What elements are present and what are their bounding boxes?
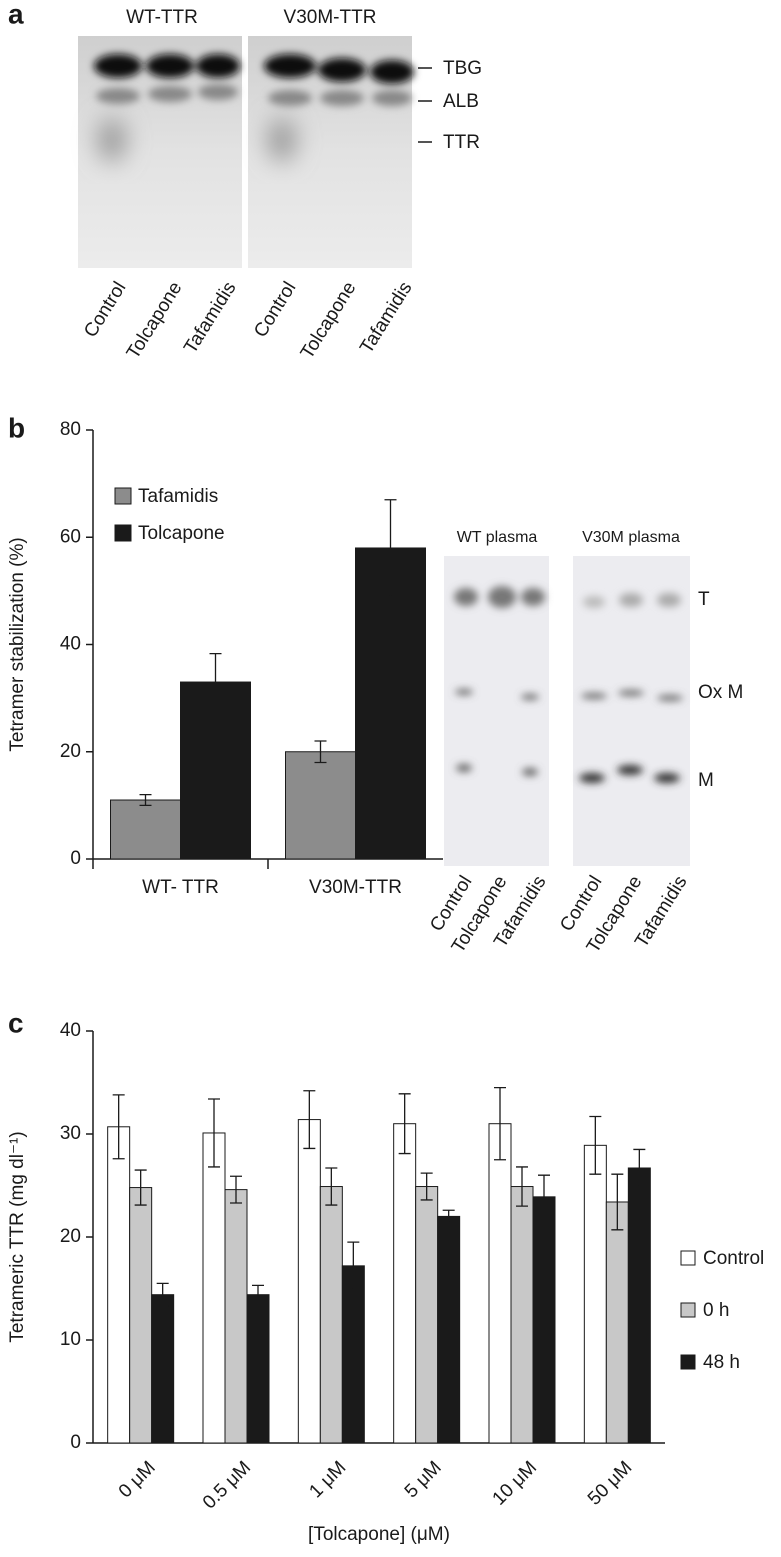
legend-label: Control (703, 1248, 764, 1269)
x-tick-label: 0.5 μM (199, 1457, 255, 1513)
error-bar (633, 1148, 646, 1188)
bar (224, 1189, 248, 1444)
legend-label: 0 h (703, 1300, 729, 1321)
x-tick-label: V30M-TTR (309, 877, 402, 898)
bar (180, 681, 251, 860)
bar (202, 1132, 226, 1444)
error-bar (112, 1094, 125, 1160)
bar (532, 1196, 556, 1444)
error-bar (209, 652, 222, 712)
x-tick-label: 1 μM (305, 1457, 350, 1502)
error-bar (589, 1115, 602, 1175)
error-bar (398, 1093, 411, 1155)
legend-swatch (680, 1250, 696, 1266)
error-bar (442, 1209, 455, 1224)
error-bar (420, 1172, 433, 1201)
bar (246, 1294, 270, 1444)
y-tick-label: 10 (60, 1329, 81, 1350)
error-bar (384, 499, 397, 597)
bar (355, 547, 426, 860)
gel-b (444, 556, 690, 866)
error-bar (347, 1241, 360, 1291)
gel-header: WT plasma (457, 529, 538, 546)
legend-swatch (114, 487, 132, 505)
lane-label: Control (250, 278, 300, 341)
y-axis-label: Tetrameric TTR (mg dl⁻¹) (7, 1131, 28, 1342)
panel-letter: c (8, 1007, 24, 1038)
error-bar (156, 1282, 169, 1307)
y-tick-label: 0 (70, 1432, 81, 1453)
bar (297, 1119, 321, 1444)
error-bar (139, 794, 152, 807)
y-tick-label: 30 (60, 1123, 81, 1144)
error-bar (303, 1090, 316, 1150)
bar (341, 1265, 365, 1444)
legend-swatch (680, 1302, 696, 1318)
bar (437, 1215, 461, 1444)
lane-label: Tafamidis (180, 278, 240, 357)
error-bar (252, 1284, 264, 1305)
lane-label: Tolcapone (297, 278, 361, 363)
lane-label: Control (80, 278, 130, 341)
gel-header: WT-TTR (126, 7, 198, 28)
error-bar (314, 740, 327, 764)
x-tick-label: 5 μM (401, 1457, 446, 1502)
bar (107, 1126, 131, 1444)
bar (627, 1167, 651, 1444)
y-tick-label: 20 (60, 1226, 81, 1247)
error-bar (516, 1166, 528, 1207)
legend-label: 48 h (703, 1352, 740, 1373)
bar (510, 1186, 534, 1444)
bar (488, 1123, 512, 1444)
panel-letter: a (8, 0, 24, 29)
x-tick-label: 50 μM (584, 1457, 636, 1509)
band-label: ALB (443, 91, 479, 112)
band-label: TBG (443, 58, 482, 79)
bar (583, 1144, 607, 1444)
bar (319, 1186, 343, 1444)
error-bar (611, 1173, 624, 1231)
error-bar (494, 1087, 506, 1161)
lane-label: Tafamidis (356, 278, 416, 357)
bar (605, 1201, 629, 1444)
y-axis-label: Tetramer stabilization (%) (7, 537, 28, 751)
band-label: T (698, 589, 710, 610)
bar (129, 1187, 153, 1444)
band-label: TTR (443, 132, 480, 153)
y-tick-label: 60 (60, 526, 81, 547)
legend-swatch (114, 524, 132, 542)
panel-letter: b (8, 412, 25, 443)
lane-label: Tolcapone (123, 278, 187, 363)
gel-header: V30M-TTR (284, 7, 377, 28)
error-bar (230, 1175, 242, 1204)
band-label: M (698, 770, 714, 791)
error-bar (325, 1167, 338, 1206)
band-label: Ox M (698, 682, 743, 703)
gel-header: V30M plasma (582, 529, 680, 546)
x-tick-label: 10 μM (489, 1457, 541, 1509)
y-tick-label: 40 (60, 1020, 81, 1041)
bar (151, 1294, 175, 1444)
error-bar (208, 1098, 220, 1168)
gel-a (78, 36, 432, 268)
y-tick-label: 40 (60, 634, 81, 655)
x-tick-label: WT- TTR (142, 877, 219, 898)
y-tick-label: 20 (60, 741, 81, 762)
error-bar (538, 1174, 550, 1220)
legend-label: Tafamidis (138, 486, 218, 507)
legend-label: Tolcapone (138, 523, 225, 544)
x-tick-label: 0 μM (115, 1457, 160, 1502)
bar (393, 1123, 417, 1444)
y-tick-label: 80 (60, 419, 81, 440)
bar (415, 1186, 439, 1444)
bar (110, 799, 181, 860)
bar (285, 751, 356, 860)
x-axis-label: [Tolcapone] (μM) (308, 1524, 450, 1545)
legend-swatch (680, 1354, 696, 1370)
y-tick-label: 0 (70, 848, 81, 869)
error-bar (134, 1169, 147, 1206)
